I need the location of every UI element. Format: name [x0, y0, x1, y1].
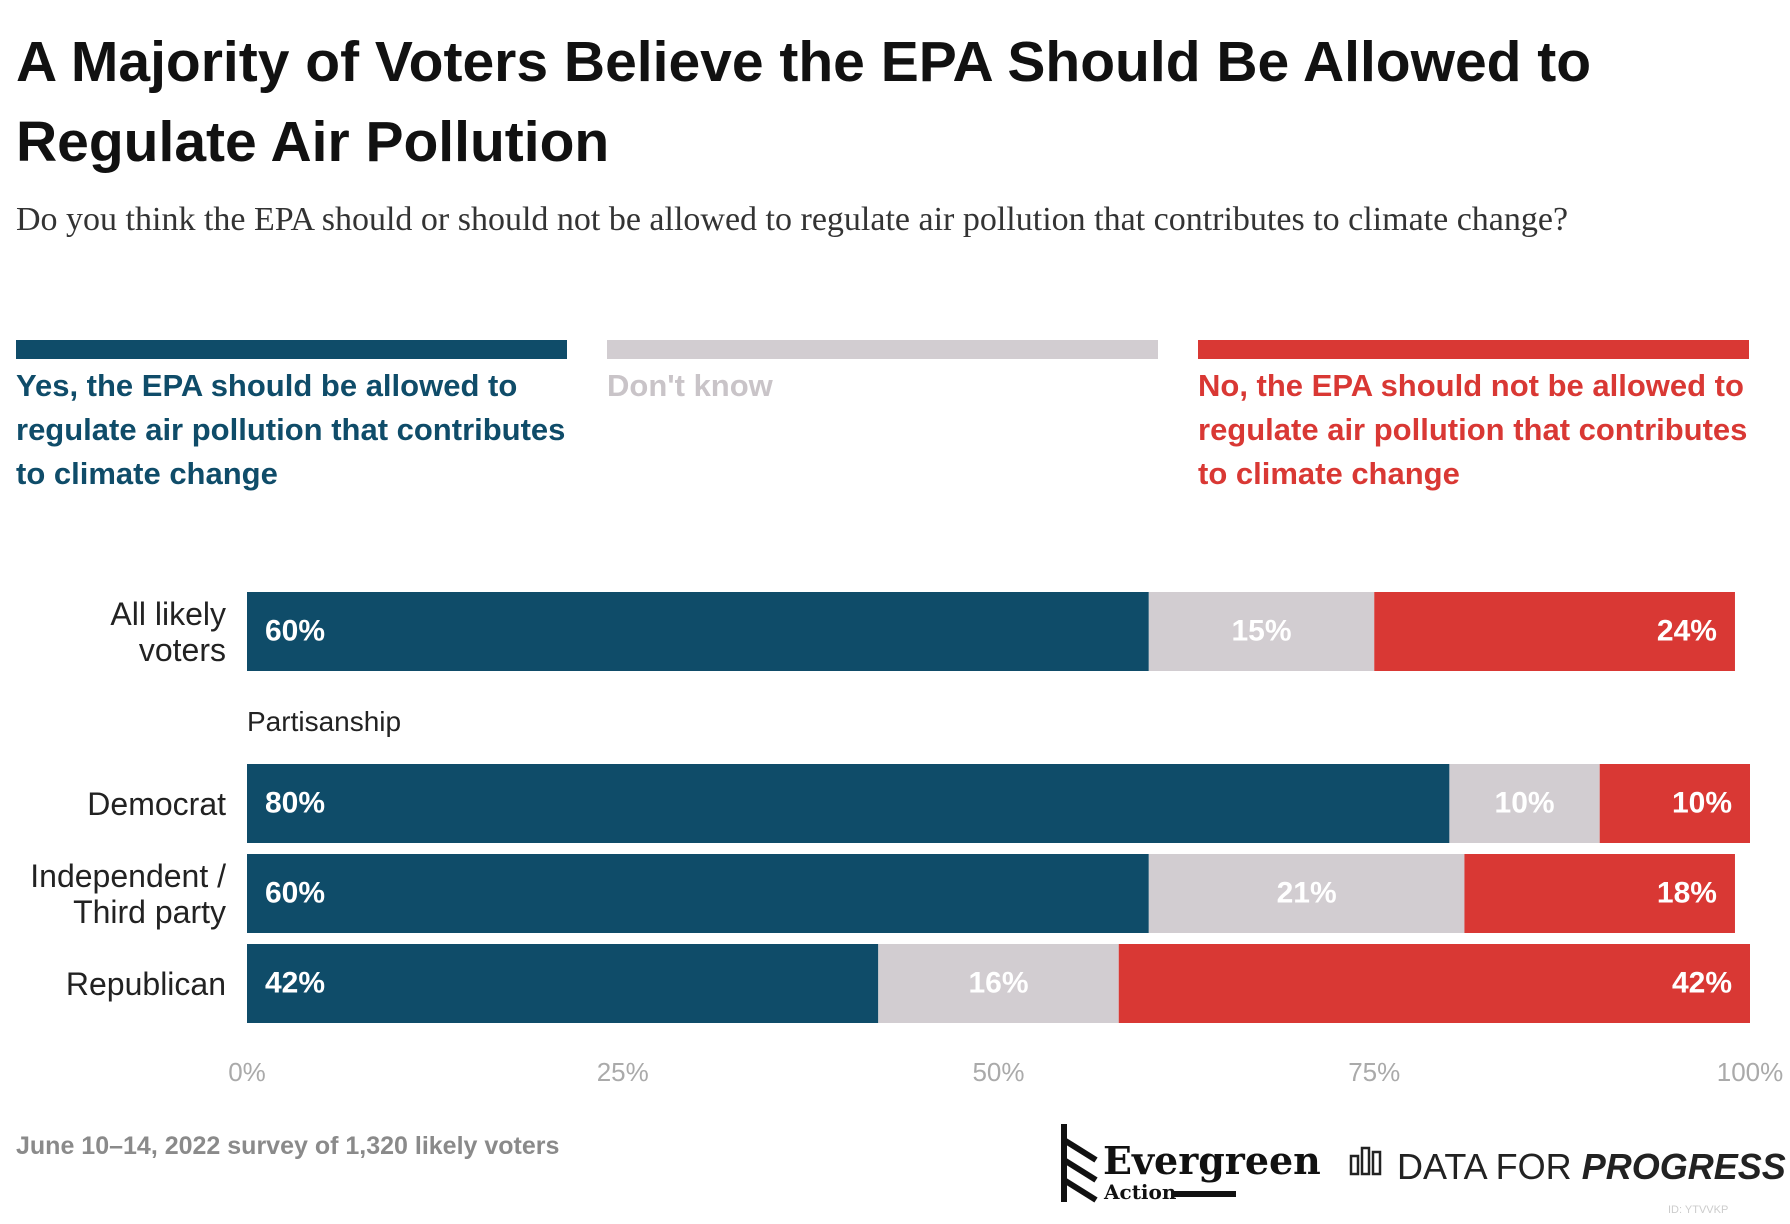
logo-text: Evergreen — [1103, 1138, 1321, 1183]
evergreen-logo-icon — [1061, 1124, 1236, 1203]
x-tick-label: 25% — [597, 1057, 649, 1087]
bar-segment — [1464, 854, 1735, 933]
bar-segment — [247, 592, 1149, 671]
bar-segment — [878, 944, 1119, 1023]
bar-segment — [1449, 764, 1600, 843]
group-label: Partisanship — [247, 706, 402, 737]
bar-segment — [247, 764, 1450, 843]
chart-subtitle: Do you think the EPA should or should no… — [16, 201, 1569, 238]
logo-text-group: DATA FOR PROGRESS — [1397, 1146, 1786, 1188]
logo-text: DATA FOR — [1397, 1146, 1572, 1187]
source-note: June 10–14, 2022 survey of 1,320 likely … — [16, 1132, 560, 1160]
logo-text: Action — [1104, 1180, 1177, 1204]
value-label: 18% — [1657, 876, 1717, 909]
value-label: 24% — [1657, 614, 1717, 647]
y-tick-label: Democrat — [87, 785, 226, 822]
y-tick-label: Republican — [65, 965, 226, 1002]
bar-segment — [247, 944, 879, 1023]
value-label: 15% — [1232, 614, 1292, 647]
legend-swatch — [1198, 340, 1749, 359]
value-label: 80% — [265, 786, 325, 819]
bar-segment — [1148, 854, 1465, 933]
x-tick-label: 75% — [1348, 1057, 1400, 1087]
x-tick-label: 0% — [228, 1057, 266, 1087]
logo-text: PROGRESS — [1581, 1146, 1786, 1187]
legend-label: Don't know — [607, 368, 773, 403]
chart-id: ID: YTVVKP — [1668, 1204, 1729, 1216]
value-label: 21% — [1277, 876, 1337, 909]
value-label: 60% — [265, 876, 325, 909]
value-label: 10% — [1495, 786, 1555, 819]
value-label: 10% — [1672, 786, 1732, 819]
bar-segment — [1118, 944, 1750, 1023]
bar-segment — [1374, 592, 1735, 671]
value-label: 42% — [265, 966, 325, 999]
legend-label: No, the EPA should not be allowed to reg… — [1198, 368, 1748, 491]
y-tick-label: Independent / Third party — [30, 857, 226, 930]
bar-segment — [247, 854, 1149, 933]
x-tick-label: 100% — [1717, 1057, 1784, 1087]
value-label: 16% — [968, 966, 1028, 999]
bar-segment — [1148, 592, 1375, 671]
legend-label: Yes, the EPA should be allowed to regula… — [16, 368, 566, 491]
legend-swatch — [607, 340, 1158, 359]
dfp-logo-icon — [1349, 1146, 1382, 1176]
value-label: 42% — [1672, 966, 1732, 999]
x-tick-label: 50% — [972, 1057, 1024, 1087]
y-tick-label: All likely voters — [110, 595, 226, 668]
chart-title: A Majority of Voters Believe the EPA Sho… — [16, 30, 1592, 174]
value-label: 60% — [265, 614, 325, 647]
legend-swatch — [16, 340, 567, 359]
bar-segment — [1599, 764, 1750, 843]
